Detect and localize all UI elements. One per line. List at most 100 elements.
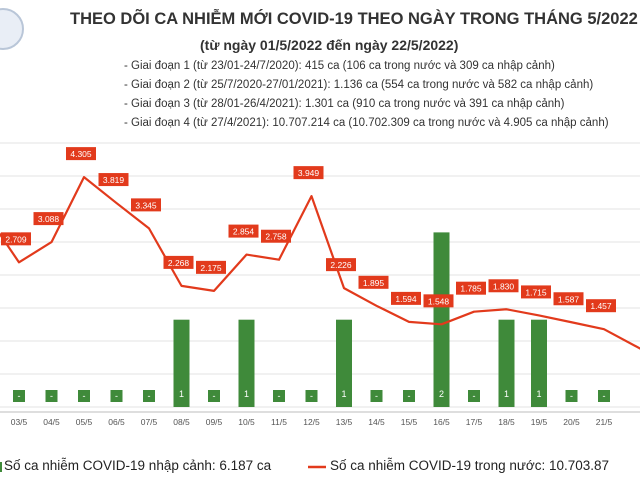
x-tick-label: 13/5 (336, 417, 353, 427)
bar-imported (498, 319, 515, 407)
x-tick-label: 19/5 (531, 417, 548, 427)
bar-imported (336, 319, 352, 407)
data-label: 4.305 (70, 149, 92, 159)
data-label: 2.268 (168, 258, 190, 268)
bar-imported (433, 232, 450, 407)
bar-imported-zero (565, 390, 578, 402)
bar-label: 1 (341, 389, 346, 399)
bar-label: - (310, 391, 313, 401)
x-tick-label: 14/5 (368, 417, 385, 427)
data-label-box (66, 147, 96, 161)
data-label-box (293, 166, 324, 180)
data-label-box (228, 224, 259, 238)
phase-note-3: - Giai đoạn 3 (từ 28/01-26/4/2021): 1.30… (124, 98, 565, 110)
data-label: 3.819 (103, 175, 125, 185)
data-label: 2.758 (265, 232, 287, 242)
data-label-box (521, 285, 551, 299)
x-tick-label: 07/5 (141, 417, 158, 427)
data-label: 3.345 (135, 200, 157, 210)
series-line-domestic (0, 176, 640, 350)
x-tick-label: 10/5 (238, 417, 255, 427)
data-label-box (423, 294, 454, 308)
data-label: 3.088 (38, 214, 60, 224)
bar-imported-zero (45, 390, 58, 402)
x-tick-label: 04/5 (43, 417, 60, 427)
bar-label: - (83, 391, 86, 401)
data-label-box (1, 232, 31, 246)
x-tick-label: 16/5 (433, 417, 450, 427)
legend-domestic-label: Số ca nhiễm COVID-19 trong nước: 10.703.… (330, 458, 610, 473)
data-label: 3.949 (298, 168, 320, 178)
bar-label: - (50, 391, 53, 401)
bar-imported-zero (208, 390, 220, 402)
bar-label: - (375, 391, 378, 401)
data-label: 1.457 (590, 301, 612, 311)
data-label-box (131, 198, 161, 212)
bar-imported (531, 319, 547, 407)
data-label: 1.895 (363, 278, 385, 288)
data-label: 2.226 (330, 260, 352, 270)
x-tick-label: 15/5 (401, 417, 418, 427)
data-label-box (358, 275, 389, 289)
legend-imported-swatch (0, 462, 2, 472)
bar-imported-zero (13, 390, 25, 402)
data-label-box (196, 260, 226, 274)
bar-imported-zero (273, 390, 285, 402)
x-tick-label: 12/5 (303, 417, 320, 427)
data-label-box (163, 255, 194, 269)
data-label: 1.830 (493, 281, 515, 291)
data-label-box (391, 291, 421, 305)
bar-label: - (473, 391, 476, 401)
bar-imported-zero (110, 390, 123, 402)
bar-label: 1 (504, 389, 509, 399)
phase-note-4: - Giai đoạn 4 (từ 27/4/2021): 10.707.214… (124, 117, 609, 129)
bar-imported-zero (78, 390, 90, 402)
data-label: 1.785 (460, 284, 482, 294)
bar-label: - (18, 391, 21, 401)
data-label-box (326, 258, 356, 272)
phase-note-1: - Giai đoạn 1 (từ 23/01-24/7/2020): 415 … (124, 60, 555, 72)
data-label: 2.709 (5, 234, 27, 244)
bar-imported (173, 319, 190, 407)
bar-label: - (148, 391, 151, 401)
bar-imported-zero (403, 390, 415, 402)
data-label-box (261, 229, 291, 243)
data-label-box (553, 292, 584, 306)
data-label: 1.715 (525, 287, 547, 297)
data-label-box (586, 299, 616, 313)
bar-label: 1 (244, 389, 249, 399)
x-tick-label: 06/5 (108, 417, 125, 427)
bar-imported-zero (370, 390, 383, 402)
chart-title: THEO DÕI CA NHIỄM MỚI COVID-19 THEO NGÀY… (70, 10, 638, 28)
legend-imported-label: Số ca nhiễm COVID-19 nhập cảnh: 6.187 ca (4, 458, 272, 473)
bar-label: 1 (179, 389, 184, 399)
bar-imported-zero (468, 390, 480, 402)
x-tick-label: 11/5 (271, 417, 287, 427)
data-label: 1.587 (558, 294, 580, 304)
x-tick-label: 03/5 (11, 417, 28, 427)
data-label-box (488, 279, 519, 293)
bar-label: - (408, 391, 411, 401)
bar-imported-zero (143, 390, 155, 402)
chart-subtitle: (từ ngày 01/5/2022 đến ngày 22/5/2022) (200, 37, 459, 53)
bar-label: - (603, 391, 606, 401)
x-tick-label: 17/5 (466, 417, 483, 427)
x-tick-label: 05/5 (76, 417, 93, 427)
x-tick-label: 21/5 (596, 417, 613, 427)
data-label: 1.548 (428, 296, 450, 306)
bar-label: - (278, 391, 281, 401)
bar-imported-zero (305, 390, 318, 402)
bar-label: 1 (536, 389, 541, 399)
x-tick-label: 09/5 (206, 417, 223, 427)
bar-label: - (115, 391, 118, 401)
x-tick-label: 18/5 (498, 417, 515, 427)
data-label-box (33, 212, 64, 226)
data-label-box (456, 281, 486, 295)
x-tick-label: 08/5 (173, 417, 190, 427)
x-tick-label: 20/5 (563, 417, 580, 427)
bar-label: - (213, 391, 216, 401)
bar-label: - (570, 391, 573, 401)
phase-note-2: - Giai đoạn 2 (từ 25/7/2020-27/01/2021):… (124, 79, 594, 91)
